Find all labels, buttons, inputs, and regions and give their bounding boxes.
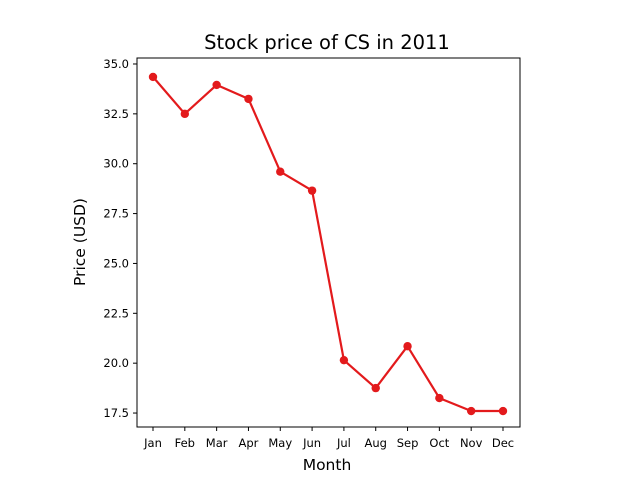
x-tick-label: Jan (143, 436, 162, 450)
y-tick-label: 25.0 (103, 256, 129, 270)
x-axis: Jan Feb Mar Apr May Jun Jul Aug Sep Oct Nov Dec (143, 427, 514, 450)
data-point (148, 72, 158, 82)
data-point (435, 393, 444, 403)
chart-title: Stock price of CS in 2011 (204, 31, 450, 54)
y-tick-label: 22.5 (103, 306, 129, 320)
data-point (307, 186, 317, 195)
data-point (403, 342, 412, 351)
x-tick-label: Nov (460, 436, 483, 450)
x-tick-label: Mar (206, 436, 228, 450)
x-tick-label: Dec (492, 436, 514, 450)
y-axis: 17.5 20.0 22.5 25.0 27.5 30.0 32.5 35.0 (103, 57, 137, 420)
price-series (148, 72, 508, 416)
x-axis-label: Month (303, 456, 352, 474)
data-point (180, 109, 190, 119)
data-point (466, 406, 476, 416)
y-tick-label: 20.0 (103, 356, 129, 370)
x-tick-label: Jul (336, 436, 351, 450)
x-tick-label: Apr (239, 436, 259, 450)
x-tick-label: May (268, 436, 292, 450)
data-point (244, 94, 253, 104)
x-tick-label: Jun (302, 436, 321, 450)
data-point (371, 383, 380, 393)
y-axis-label: Price (USD) (71, 198, 89, 286)
data-point (498, 406, 508, 416)
data-point (212, 80, 221, 90)
y-tick-label: 30.0 (103, 157, 129, 171)
x-tick-label: Feb (175, 436, 195, 450)
series-line (152, 76, 503, 413)
x-tick-label: Sep (397, 436, 419, 450)
y-tick-label: 27.5 (103, 207, 129, 221)
x-tick-label: Aug (364, 436, 386, 450)
data-point (339, 355, 349, 365)
data-point (276, 167, 285, 176)
y-tick-label: 35.0 (103, 57, 129, 71)
plot-area (136, 57, 521, 428)
y-tick-label: 17.5 (103, 406, 129, 420)
y-tick-label: 32.5 (103, 107, 129, 121)
x-tick-label: Oct (429, 436, 449, 450)
